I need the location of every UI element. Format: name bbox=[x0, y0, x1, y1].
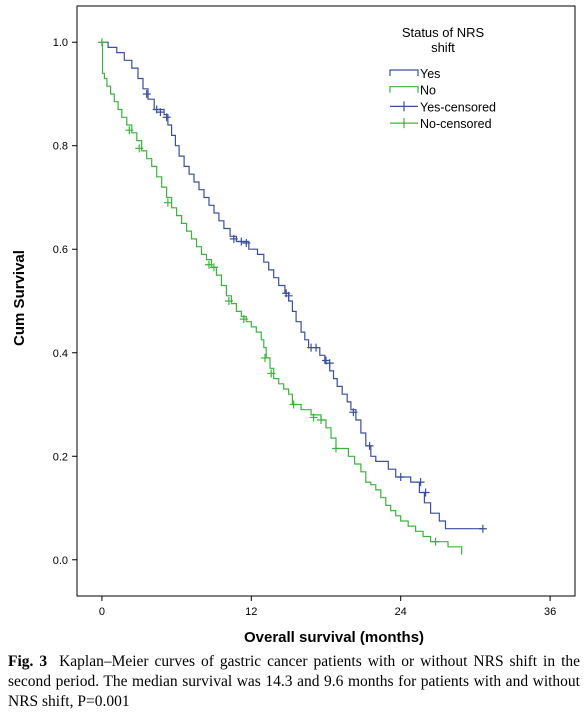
censor-mark-yes bbox=[156, 108, 165, 117]
y-axis-label: Cum Survival bbox=[11, 250, 28, 346]
legend-items: Yes No Yes-censored No-censored bbox=[389, 67, 496, 131]
y-tick-label: 0.8 bbox=[53, 141, 68, 153]
plot-area: 0 12 24 36 0.0 0.2 0.4 0.6 0.8 1.0 bbox=[53, 5, 576, 618]
censor-mark-no bbox=[331, 444, 340, 453]
censor-mark-yes bbox=[416, 478, 425, 487]
legend-swatch-no-censored bbox=[390, 118, 418, 129]
censor-mark-no bbox=[431, 537, 440, 546]
censor-mark-yes bbox=[396, 472, 405, 481]
censor-mark-yes bbox=[284, 291, 293, 300]
caption-label: Fig. 3 bbox=[8, 653, 48, 670]
caption-text: Kaplan–Meier curves of gastric cancer pa… bbox=[8, 653, 581, 710]
censor-mark-no bbox=[125, 126, 134, 135]
x-tick-label: 0 bbox=[99, 606, 105, 618]
legend-swatch-no bbox=[389, 86, 419, 93]
plot-frame bbox=[76, 5, 576, 597]
legend-item-yes: Yes bbox=[389, 67, 440, 81]
legend: Status of NRS shift Yes No Yes-censored No-… bbox=[389, 25, 496, 131]
x-ticks: 0 12 24 36 bbox=[99, 596, 556, 618]
legend-title-line1: Status of NRS bbox=[402, 25, 485, 40]
legend-swatch-yes-censored bbox=[390, 101, 418, 112]
censor-mark-no bbox=[289, 400, 298, 409]
legend-swatch-yes bbox=[389, 69, 419, 76]
censor-mark-no bbox=[163, 198, 172, 207]
censor-mark-no bbox=[97, 38, 106, 47]
legend-label-yes-censored: Yes-censored bbox=[420, 100, 496, 114]
censor-mark-yes bbox=[478, 524, 487, 533]
censor-mark-yes bbox=[349, 408, 358, 417]
series-layer bbox=[97, 38, 487, 555]
censor-mark-no bbox=[317, 416, 326, 425]
censor-mark-yes bbox=[365, 441, 374, 450]
legend-label-yes: Yes bbox=[420, 67, 440, 81]
censor-mark-no bbox=[267, 369, 276, 378]
y-tick-label: 0.0 bbox=[53, 555, 68, 567]
x-tick-label: 12 bbox=[245, 606, 257, 618]
censor-mark-yes bbox=[162, 113, 171, 122]
x-axis-label: Overall survival (months) bbox=[244, 629, 424, 646]
x-tick-label: 24 bbox=[395, 606, 407, 618]
y-tick-label: 0.4 bbox=[53, 348, 68, 360]
survival-curve-yes bbox=[101, 41, 483, 530]
survival-curve-no bbox=[101, 41, 463, 555]
censor-mark-no bbox=[135, 144, 144, 153]
legend-label-no: No bbox=[420, 84, 436, 98]
y-tick-label: 1.0 bbox=[53, 37, 68, 49]
censor-mark-no bbox=[260, 353, 269, 362]
censor-mark-yes bbox=[312, 343, 321, 352]
censor-mark-yes bbox=[421, 488, 430, 497]
censor-mark-yes bbox=[142, 89, 151, 98]
censor-mark-yes bbox=[229, 234, 238, 243]
y-tick-label: 0.2 bbox=[53, 451, 68, 463]
censor-mark-yes bbox=[237, 237, 246, 246]
y-tick-label: 0.6 bbox=[53, 244, 68, 256]
censor-mark-no bbox=[209, 263, 218, 272]
censor-mark-yes bbox=[325, 359, 334, 368]
y-ticks: 0.0 0.2 0.4 0.6 0.8 1.0 bbox=[53, 37, 77, 567]
legend-title-line2: shift bbox=[431, 40, 455, 55]
figure-caption: Fig. 3 Kaplan–Meier curves of gastric ca… bbox=[8, 652, 580, 712]
censor-mark-no bbox=[309, 413, 318, 422]
legend-item-no-censored: No-censored bbox=[390, 117, 492, 131]
censor-mark-no bbox=[224, 297, 233, 305]
censor-mark-yes bbox=[242, 239, 251, 248]
km-chart: 0 12 24 36 0.0 0.2 0.4 0.6 0.8 1.0 Overall survi… bbox=[11, 5, 576, 646]
legend-label-no-censored: No-censored bbox=[420, 117, 492, 131]
censor-mark-no bbox=[204, 260, 213, 269]
x-tick-label: 36 bbox=[544, 606, 556, 618]
censor-mark-no bbox=[239, 315, 248, 324]
legend-item-yes-censored: Yes-censored bbox=[390, 100, 496, 114]
legend-item-no: No bbox=[389, 84, 436, 98]
